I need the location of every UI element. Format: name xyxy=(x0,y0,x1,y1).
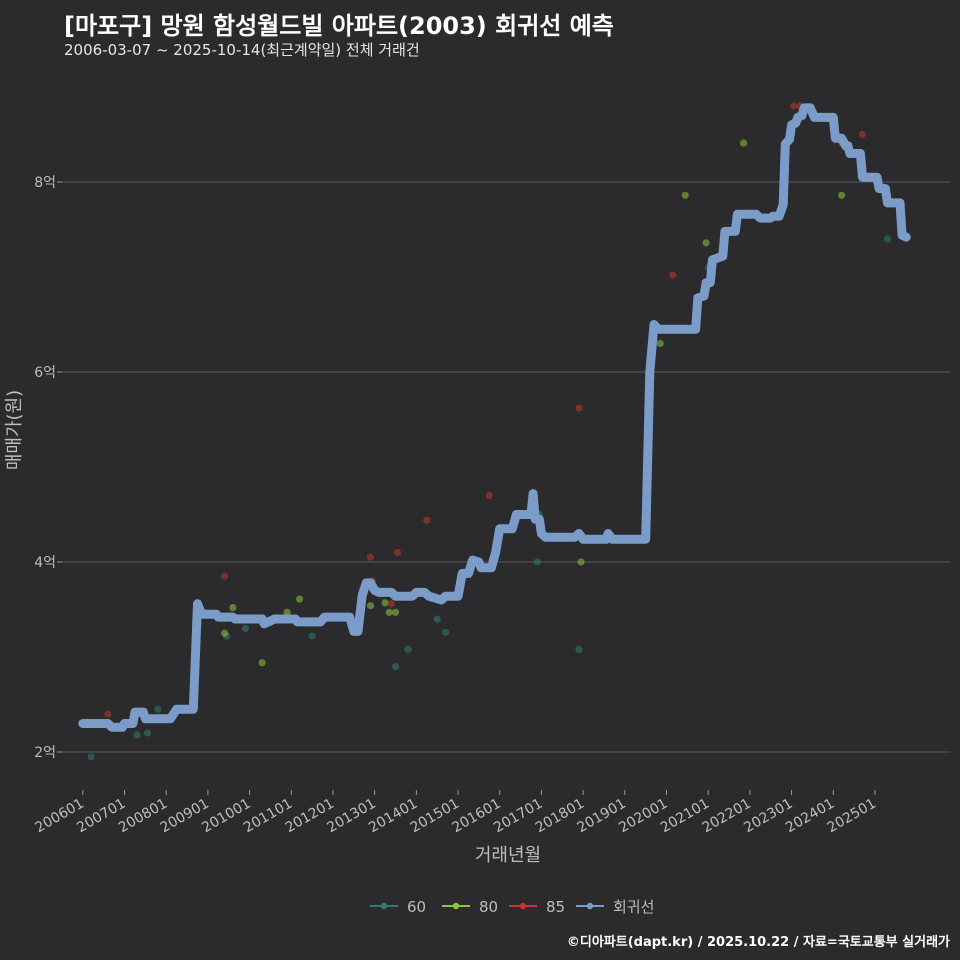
y-tick-label: 8억 xyxy=(34,175,56,191)
x-axis-label: 거래년월 xyxy=(475,845,541,866)
data-point-80 xyxy=(283,608,291,616)
data-point-80 xyxy=(656,339,664,348)
data-point-85 xyxy=(220,572,229,580)
data-point-60 xyxy=(133,731,141,739)
chart-subtitle: 2006-03-07 ~ 2025-10-14(최근계약일) 전체 거래건 xyxy=(64,41,420,59)
data-point-60 xyxy=(87,753,95,761)
legend-label-regression: 회귀선 xyxy=(613,898,654,916)
y-tick-label: 6억 xyxy=(34,365,56,381)
data-point-80 xyxy=(391,608,400,616)
data-point-80 xyxy=(702,239,710,247)
y-tick-label: 2억 xyxy=(34,745,56,761)
regression-line xyxy=(78,103,911,732)
data-point-80 xyxy=(366,602,375,610)
data-point-60 xyxy=(404,645,412,654)
data-point-60 xyxy=(308,632,316,640)
data-point-80 xyxy=(385,608,393,616)
data-point-60 xyxy=(391,662,400,671)
data-point-60 xyxy=(441,628,450,636)
data-point-60 xyxy=(533,558,541,566)
gridlines xyxy=(62,181,950,753)
data-point-80 xyxy=(838,191,846,199)
y-axis-label: 매매가(원) xyxy=(4,390,25,470)
legend-marker-s80 xyxy=(452,902,460,910)
regression-line-group xyxy=(78,103,911,732)
y-tick-label: 4억 xyxy=(34,555,56,571)
data-point-60 xyxy=(154,705,162,713)
legend-marker-regression xyxy=(586,902,594,910)
data-point-60 xyxy=(241,624,250,633)
scatter-points xyxy=(87,102,892,761)
source-caption: ©디아파트(dapt.kr) / 2025.10.22 / 자료=국토교통부 실… xyxy=(566,935,950,950)
data-point-60 xyxy=(575,645,583,654)
legend-marker-s85 xyxy=(519,902,527,910)
data-point-85 xyxy=(790,102,798,110)
legend-label-s85: 85 xyxy=(546,898,565,916)
data-point-80 xyxy=(740,139,748,147)
data-point-85 xyxy=(485,491,493,500)
data-point-60 xyxy=(433,615,441,623)
data-point-85 xyxy=(858,130,867,139)
data-point-85 xyxy=(387,600,395,608)
x-axis-ticks: 2006012007012008012009012010012011012012… xyxy=(33,790,879,836)
data-point-80 xyxy=(381,599,389,607)
data-point-80 xyxy=(229,604,237,612)
chart-title: [마포구] 망원 함성월드빌 아파트(2003) 회귀선 예측 xyxy=(64,12,614,40)
data-point-85 xyxy=(366,553,375,561)
x-tick-label: 202501 xyxy=(825,796,879,837)
data-point-60 xyxy=(883,235,892,243)
data-point-80 xyxy=(681,191,689,199)
data-point-60 xyxy=(143,729,152,737)
data-point-85 xyxy=(669,271,677,279)
legend-label-s60: 60 xyxy=(407,898,426,916)
data-point-85 xyxy=(575,404,583,412)
data-point-80 xyxy=(577,558,585,566)
data-point-80 xyxy=(220,629,229,637)
data-point-80 xyxy=(296,595,304,603)
legend: 60 80 85 회귀선 xyxy=(370,898,654,916)
data-point-85 xyxy=(423,516,431,524)
legend-label-s80: 80 xyxy=(479,898,498,916)
data-point-80 xyxy=(258,659,266,667)
y-axis-ticks: 2억 4억 6억 8억 xyxy=(34,175,62,761)
data-point-85 xyxy=(394,548,402,557)
legend-marker-s60 xyxy=(380,902,388,910)
data-point-85 xyxy=(104,710,112,718)
